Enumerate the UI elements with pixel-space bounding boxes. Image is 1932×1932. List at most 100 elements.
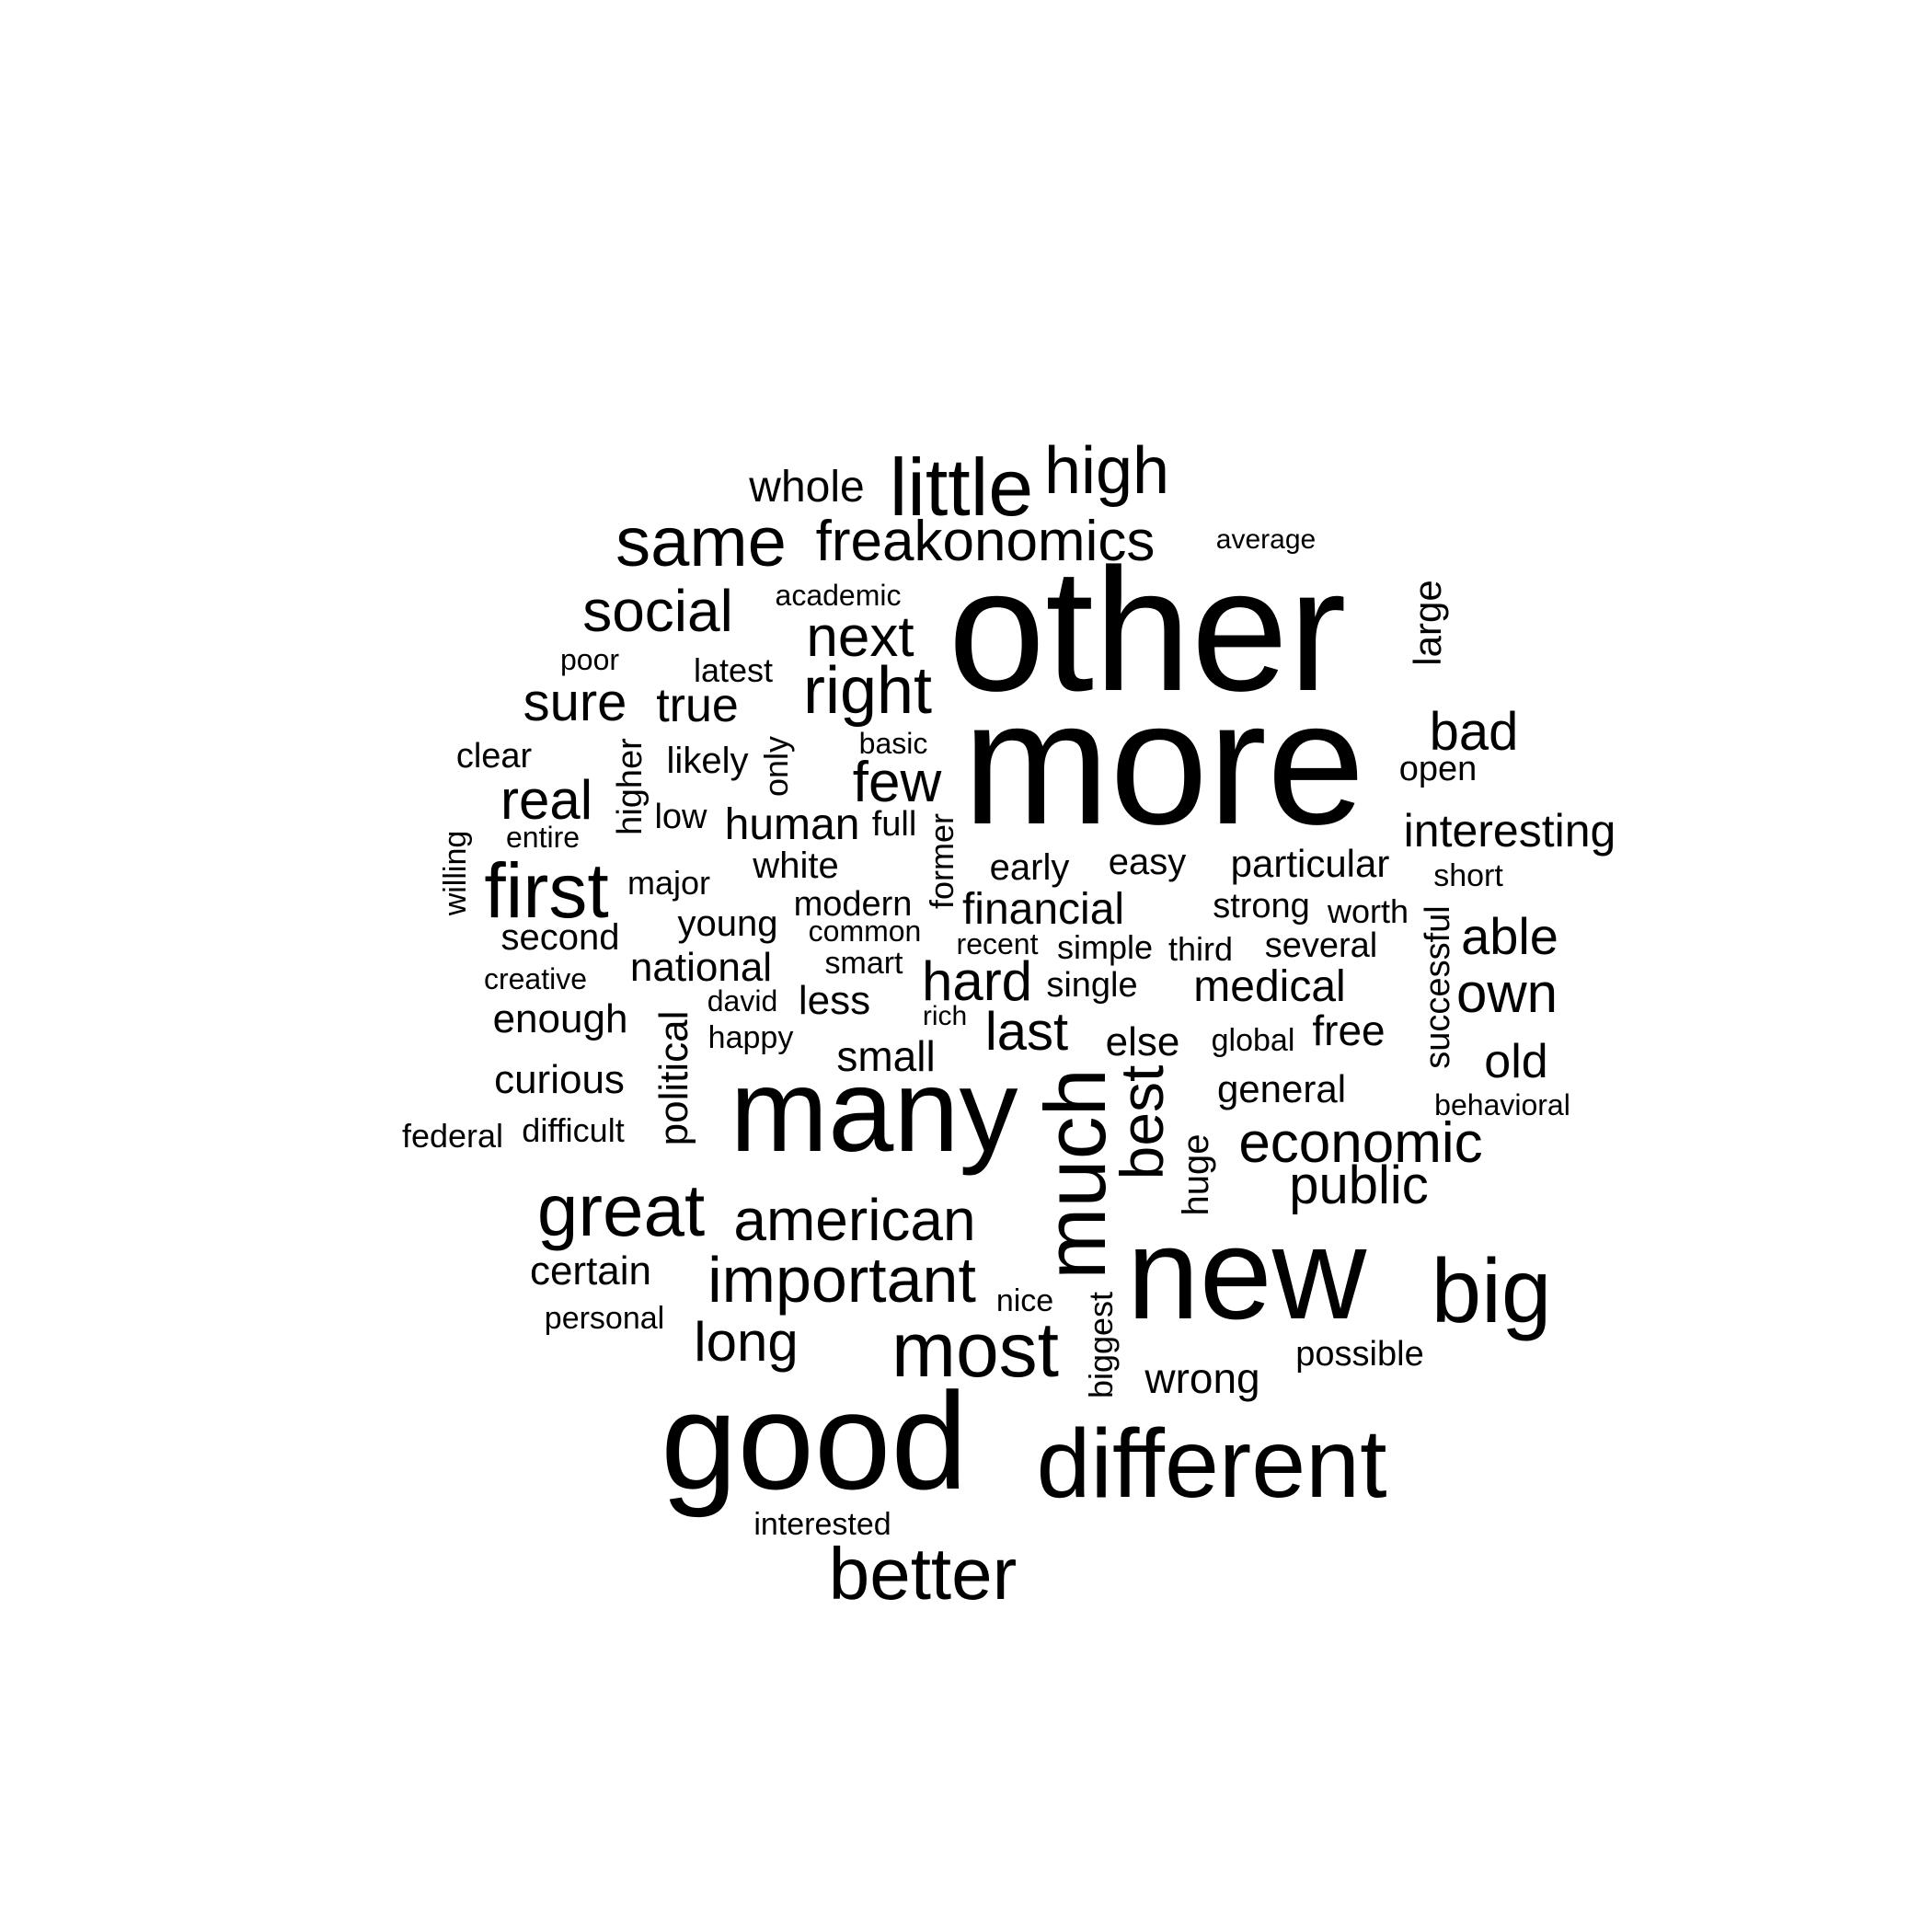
cloud-word-personal: personal (544, 1301, 665, 1336)
cloud-word-curious: curious (494, 1057, 625, 1102)
cloud-word-entire: entire (505, 821, 581, 854)
cloud-word-recent: recent (956, 927, 1039, 960)
cloud-word-big: big (1431, 1240, 1552, 1341)
cloud-word-biggest: biggest (1082, 1291, 1120, 1399)
cloud-word-much: much (1027, 1068, 1123, 1280)
cloud-word-new: new (1126, 1201, 1367, 1347)
cloud-word-average: average (1215, 524, 1317, 555)
cloud-word-first: first (484, 847, 609, 934)
cloud-word-likely: likely (666, 741, 749, 781)
cloud-word-creative: creative (483, 962, 588, 995)
cloud-word-possible: possible (1295, 1335, 1424, 1374)
cloud-word-global: global (1211, 1023, 1295, 1058)
cloud-word-smart: smart (824, 946, 903, 981)
cloud-word-important: important (707, 1244, 976, 1316)
cloud-word-little: little (889, 442, 1034, 533)
cloud-word-good: good (661, 1363, 968, 1518)
cloud-word-different: different (1036, 1409, 1387, 1518)
cloud-word-other: other (948, 533, 1347, 728)
cloud-word-single: single (1046, 966, 1138, 1005)
cloud-word-short: short (1433, 858, 1503, 893)
cloud-word-high: high (1043, 434, 1170, 508)
cloud-word-latest: latest (693, 651, 774, 689)
cloud-word-public: public (1289, 1156, 1429, 1215)
cloud-word-free: free (1312, 1006, 1386, 1054)
cloud-word-third: third (1167, 930, 1234, 968)
cloud-word-happy: happy (707, 1020, 794, 1055)
cloud-word-small: small (836, 1032, 936, 1080)
cloud-word-real: real (500, 769, 593, 831)
cloud-word-second: second (500, 917, 620, 958)
cloud-word-federal: federal (401, 1117, 504, 1155)
cloud-word-large: large (1406, 580, 1449, 666)
cloud-word-interested: interested (753, 1507, 891, 1542)
cloud-word-wrong: wrong (1144, 1354, 1260, 1402)
cloud-word-full: full (871, 805, 917, 844)
cloud-word-young: young (677, 903, 778, 944)
cloud-word-human: human (724, 800, 860, 849)
cloud-word-general: general (1216, 1067, 1347, 1110)
cloud-word-poor: poor (559, 643, 620, 676)
cloud-word-higher: higher (611, 738, 650, 835)
cloud-word-interesting: interesting (1403, 805, 1616, 857)
cloud-word-few: few (852, 751, 942, 814)
cloud-word-several: several (1264, 926, 1378, 965)
cloud-word-rich: rich (922, 1001, 968, 1031)
cloud-word-last: last (984, 1002, 1069, 1062)
cloud-word-next: next (806, 605, 914, 669)
cloud-word-worth: worth (1327, 892, 1409, 930)
cloud-word-same: same (615, 503, 787, 581)
cloud-word-right: right (802, 654, 933, 728)
cloud-word-great: great (536, 1169, 706, 1251)
cloud-word-most: most (891, 1306, 1060, 1393)
cloud-word-own: own (1455, 962, 1558, 1024)
cloud-word-best: best (1108, 1064, 1176, 1180)
cloud-word-strong: strong (1213, 887, 1310, 926)
cloud-word-economic: economic (1238, 1111, 1483, 1175)
cloud-word-financial: financial (961, 885, 1125, 934)
cloud-word-whole: whole (749, 463, 865, 512)
cloud-word-low: low (654, 798, 707, 836)
cloud-word-only: only (757, 735, 795, 798)
cloud-word-clear: clear (455, 737, 533, 776)
cloud-word-easy: easy (1108, 842, 1187, 882)
cloud-word-modern: modern (793, 885, 913, 924)
cloud-word-open: open (1398, 750, 1478, 788)
cloud-word-difficult: difficult (522, 1111, 625, 1149)
cloud-word-more: more (962, 663, 1365, 861)
cloud-word-sure: sure (523, 673, 627, 732)
cloud-word-medical: medical (1193, 962, 1346, 1011)
cloud-word-freakonomics: freakonomics (815, 510, 1156, 573)
cloud-word-willing: willing (438, 830, 473, 916)
cloud-word-particular: particular (1230, 842, 1390, 885)
cloud-word-academic: academic (775, 579, 902, 612)
cloud-word-bad: bad (1429, 702, 1519, 762)
cloud-word-else: else (1105, 1019, 1180, 1064)
cloud-word-enough: enough (492, 996, 628, 1041)
cloud-word-basic: basic (858, 727, 928, 760)
cloud-word-better: better (828, 1533, 1018, 1615)
cloud-word-early: early (989, 847, 1070, 888)
cloud-word-true: true (656, 679, 739, 732)
cloud-word-social: social (582, 578, 733, 644)
cloud-word-huge: huge (1176, 1133, 1216, 1216)
cloud-word-common: common (808, 914, 922, 948)
cloud-word-less: less (798, 978, 871, 1023)
cloud-word-david: david (707, 984, 778, 1018)
cloud-word-many: many (730, 1045, 1018, 1177)
cloud-word-certain: certain (529, 1248, 652, 1294)
cloud-word-white: white (753, 845, 839, 886)
cloud-word-national: national (629, 945, 773, 990)
cloud-word-american: american (733, 1187, 976, 1253)
cloud-word-long: long (694, 1311, 799, 1373)
cloud-word-major: major (627, 864, 711, 902)
cloud-word-able: able (1461, 907, 1558, 965)
cloud-word-hard: hard (921, 950, 1033, 1012)
cloud-word-behavioral: behavioral (1434, 1088, 1570, 1121)
cloud-word-former: former (923, 812, 960, 910)
cloud-word-simple: simple (1056, 928, 1154, 966)
cloud-word-nice: nice (995, 1283, 1054, 1318)
cloud-word-successful: successful (1419, 905, 1457, 1069)
cloud-word-political: political (651, 1010, 696, 1146)
